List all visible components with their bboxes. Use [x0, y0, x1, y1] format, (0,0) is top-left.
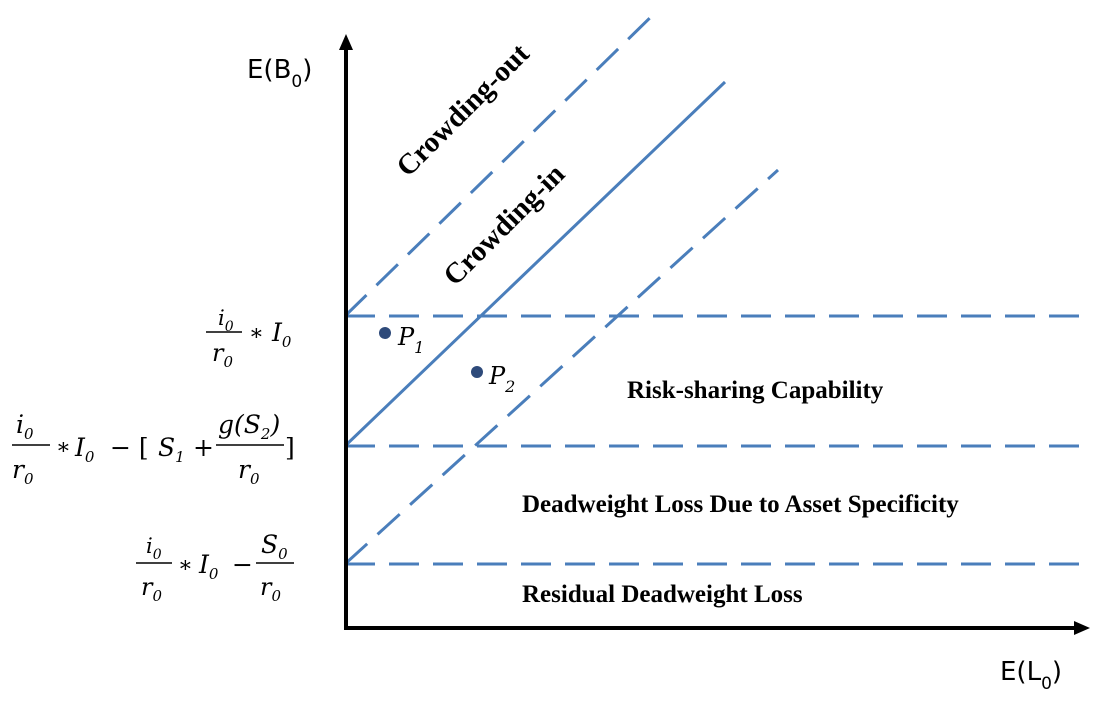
point-p1-marker [379, 327, 391, 339]
point-p2-marker [471, 366, 483, 378]
x-axis-title: E(L0) [1000, 657, 1062, 694]
svg-text:−: − [232, 550, 253, 579]
svg-text:r0: r0 [141, 573, 162, 605]
svg-text:r0: r0 [260, 573, 281, 605]
y-label-top: i0 r0 ∗ I0 [206, 306, 292, 371]
svg-text:g(S2): g(S2) [218, 410, 280, 443]
svg-text:∗: ∗ [178, 553, 193, 578]
svg-text:∗: ∗ [56, 435, 71, 460]
point-p1-label: P1 [397, 323, 424, 357]
svg-text:∗: ∗ [249, 321, 264, 346]
deadweight-asset-label: Deadweight Loss Due to Asset Specificity [522, 491, 959, 518]
svg-text:i0: i0 [16, 410, 34, 443]
risk-sharing-label: Risk-sharing Capability [627, 377, 884, 404]
diagonal-lower-dashed [343, 168, 780, 566]
svg-text:r0: r0 [12, 455, 34, 488]
crowding-out-label: Crowding-out [390, 37, 536, 183]
svg-text:I0: I0 [271, 318, 292, 351]
diagonal-upper-dashed [343, 8, 660, 318]
point-p2-label: P2 [488, 362, 515, 396]
x-axis-arrow [1074, 621, 1090, 635]
svg-text:S1: S1 [158, 433, 185, 466]
y-label-mid: i0 r0 ∗ I0 − [ S1 + g(S2) r0 ] [12, 410, 295, 488]
svg-text:S0: S0 [261, 530, 288, 563]
svg-text:i0: i0 [146, 534, 162, 563]
residual-deadweight-label: Residual Deadweight Loss [522, 581, 803, 608]
svg-text:I0: I0 [74, 433, 95, 466]
svg-text:− [: − [ [110, 433, 149, 462]
y-axis-arrow [339, 34, 353, 50]
svg-text:r0: r0 [238, 455, 260, 488]
svg-text:I0: I0 [198, 550, 219, 583]
diagonal-solid [343, 80, 727, 448]
y-label-low: i0 r0 ∗ I0 − S0 r0 [136, 530, 294, 605]
svg-text:]: ] [285, 433, 295, 462]
svg-text:r0: r0 [212, 339, 233, 371]
crowding-in-label: Crowding-in [437, 158, 571, 292]
y-axis-title: E(B0) [247, 55, 312, 92]
svg-text:i0: i0 [218, 306, 234, 335]
svg-text:+: + [193, 433, 214, 462]
